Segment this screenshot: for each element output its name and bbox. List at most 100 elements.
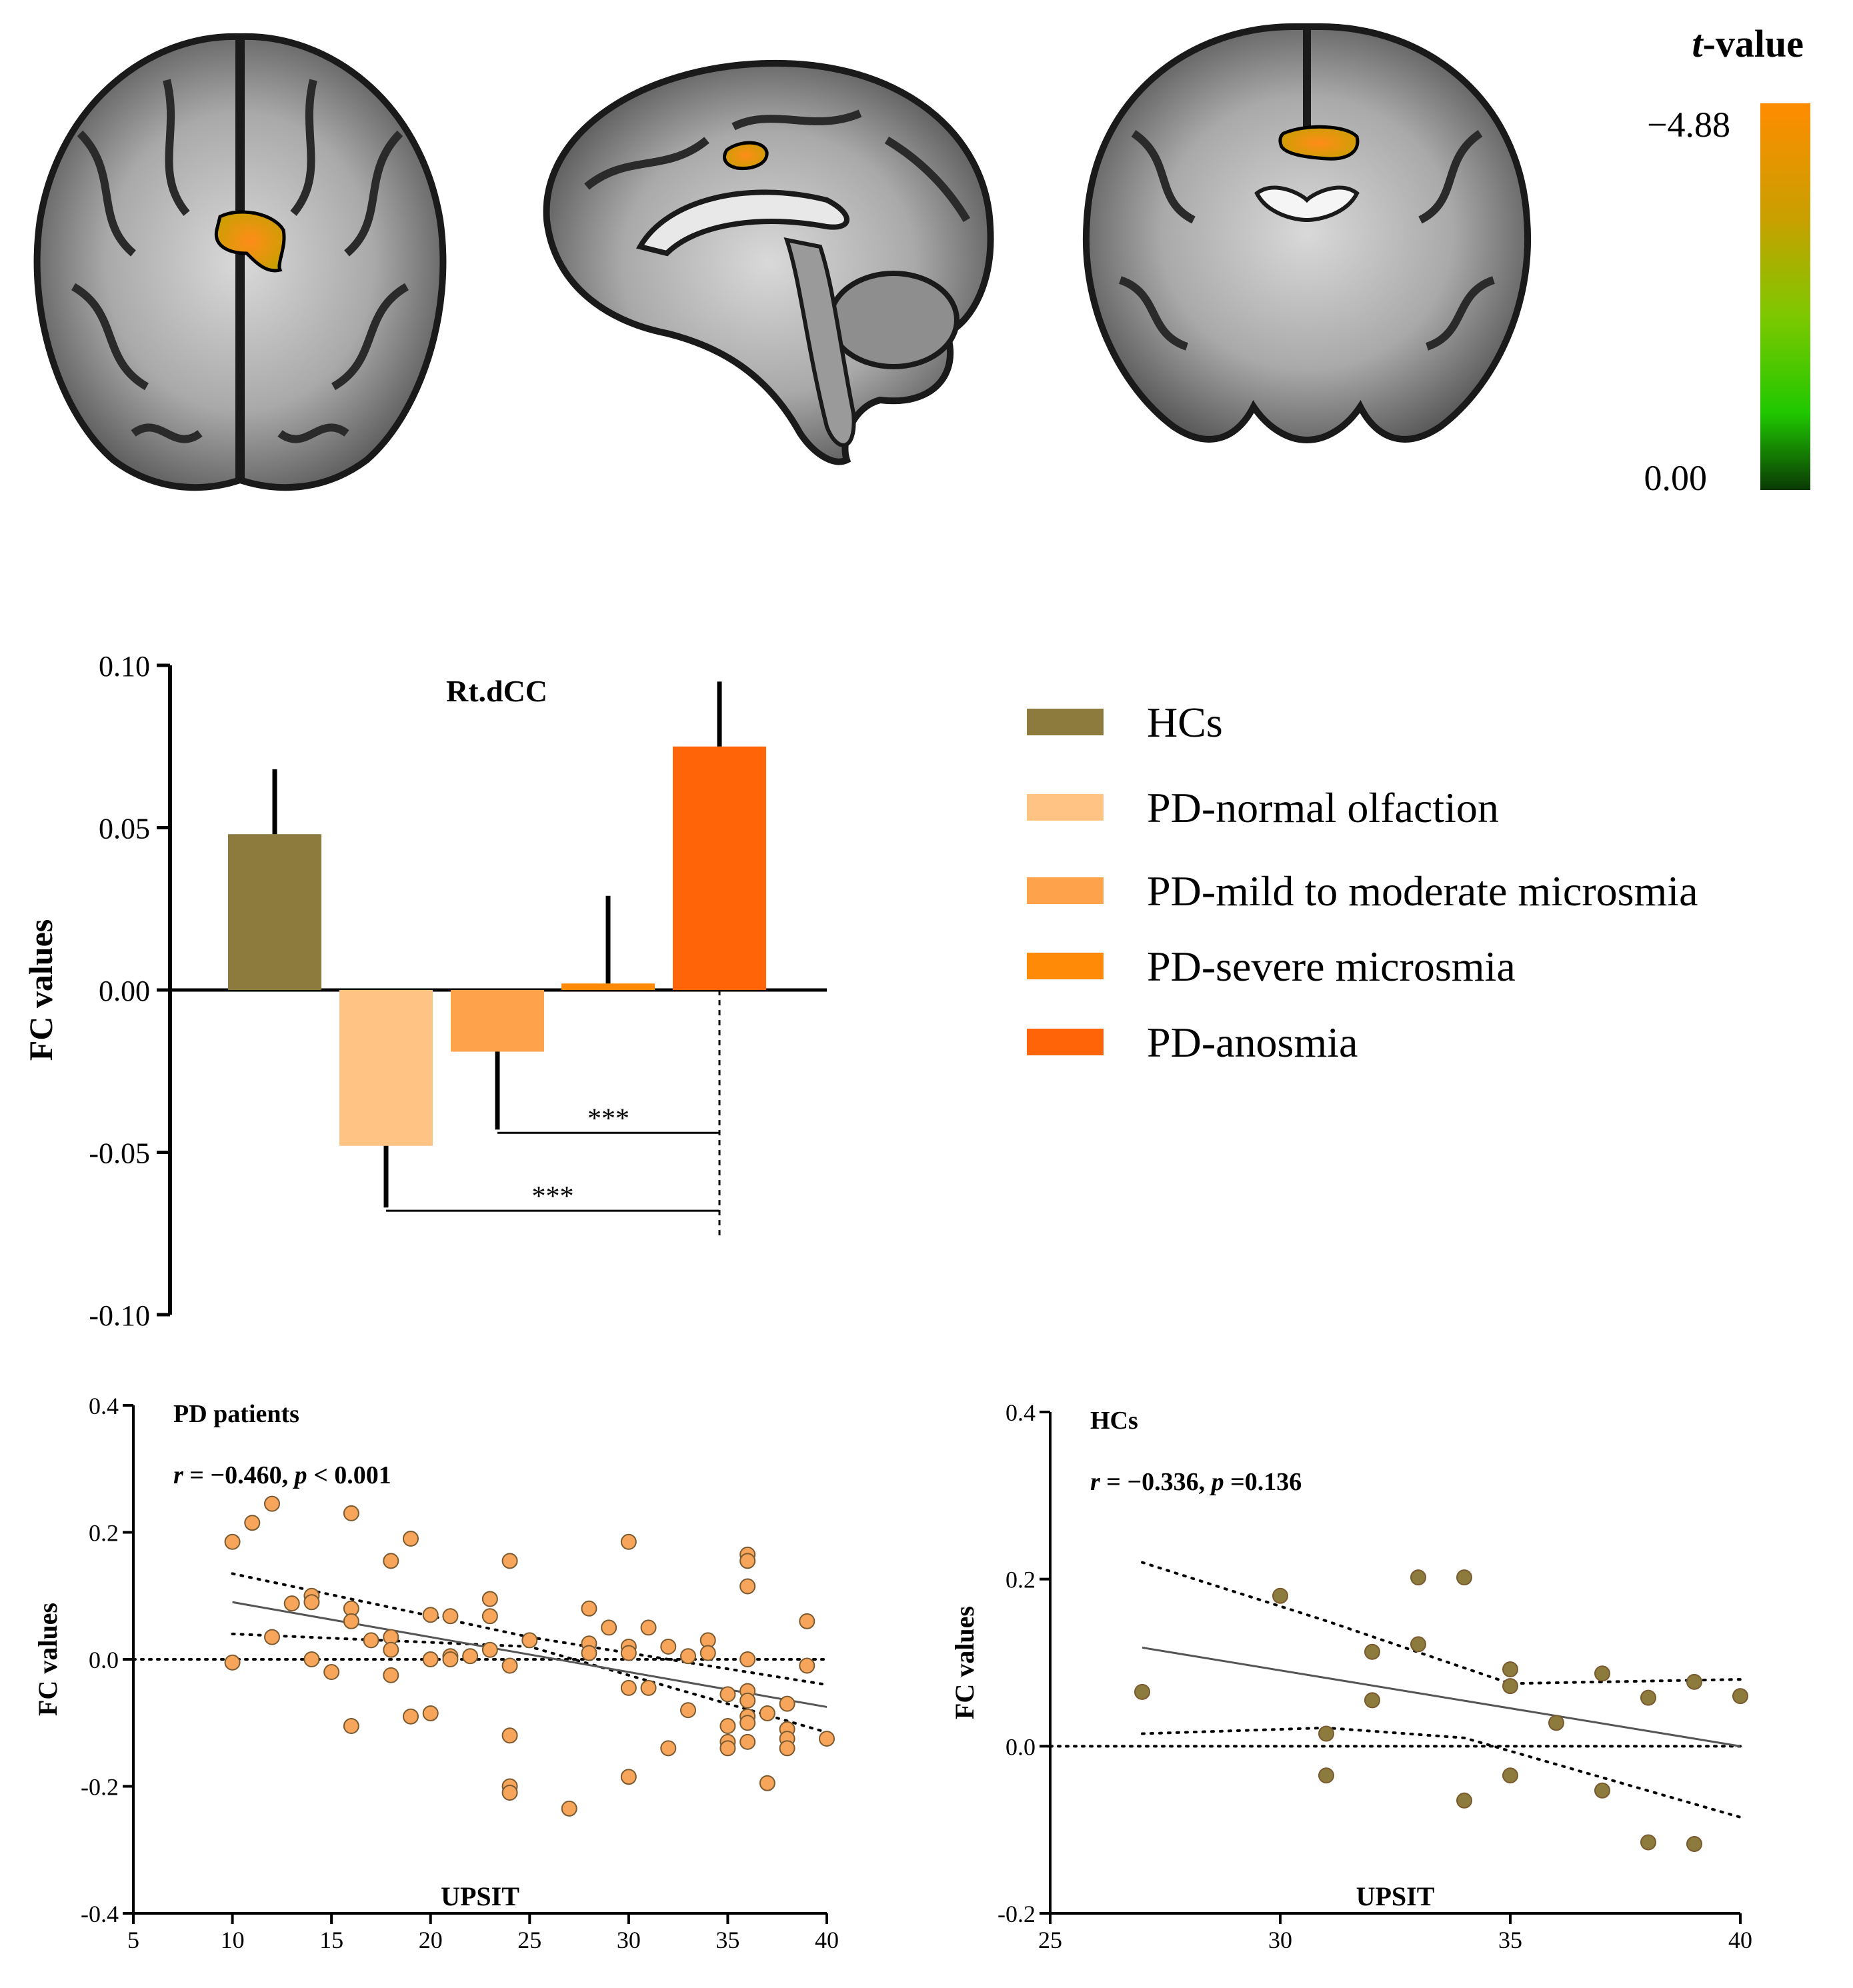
pd-data-point — [383, 1667, 399, 1683]
hc-data-point — [1318, 1767, 1334, 1784]
pd-data-point — [521, 1632, 538, 1649]
hc-data-point — [1456, 1792, 1472, 1809]
pd-data-point — [283, 1595, 300, 1612]
colorbar-gradient — [1760, 103, 1810, 490]
pd-x-tick-label: 30 — [617, 1927, 641, 1953]
hc-fit-line — [1142, 1646, 1741, 1747]
pd-stat-r: r — [173, 1461, 184, 1489]
scatter-hcs: 0.4 0.2 0.0 -0.225 30 35 40 UPSIT FC values HCs r … — [950, 1399, 1752, 1953]
hc-data-point — [1272, 1587, 1288, 1604]
pd-data-point — [264, 1495, 280, 1512]
hc-stat-p: p — [1210, 1468, 1224, 1496]
hc-data-point — [1502, 1767, 1518, 1784]
pd-data-point — [719, 1740, 736, 1757]
pd-data-point — [383, 1553, 399, 1569]
hc-data-point — [1410, 1569, 1426, 1586]
pd-data-point — [680, 1648, 696, 1665]
legend-label-3: PD-mild to moderate microsmia — [1147, 867, 1698, 915]
pd-x-tick-label: 10 — [221, 1927, 245, 1953]
pd-stat-p: p — [293, 1461, 307, 1489]
pd-data-point — [501, 1657, 518, 1674]
pd-data-point — [501, 1553, 518, 1569]
coronal-cluster — [1278, 125, 1360, 161]
pd-stat-p-value: < 0.001 — [307, 1461, 391, 1489]
pd-data-point — [739, 1553, 756, 1569]
colorbar-max-label: −4.88 — [1647, 105, 1730, 145]
colorbar-min-label: 0.00 — [1644, 458, 1708, 498]
pd-x-tick-label: 5 — [127, 1927, 139, 1953]
pd-data-point — [224, 1654, 241, 1671]
pd-data-point — [620, 1679, 637, 1696]
pd-data-point — [303, 1594, 320, 1611]
pd-ci-lower — [231, 1632, 828, 1734]
hc-data-point — [1640, 1834, 1656, 1851]
pd-data-point — [719, 1718, 736, 1735]
hc-y-tick-label: 0.0 — [1006, 1733, 1036, 1760]
hc-data-point — [1548, 1715, 1564, 1731]
hc-data-point — [1640, 1689, 1656, 1706]
hc-x-tick-label: 35 — [1498, 1927, 1522, 1953]
pd-data-point — [759, 1775, 775, 1791]
significance-label: *** — [587, 1103, 629, 1134]
hc-stats: r = −0.336, p =0.136 — [1090, 1468, 1302, 1496]
pd-data-point — [581, 1645, 597, 1661]
pd-data-point — [403, 1708, 419, 1725]
pd-data-point — [343, 1505, 359, 1521]
hc-x-tick-label: 25 — [1038, 1927, 1062, 1953]
pd-data-point — [779, 1695, 795, 1712]
bar-title: Rt.dCC — [446, 674, 547, 708]
legend-label-4: PD-severe microsmia — [1147, 943, 1516, 990]
legend-swatch-4 — [1027, 953, 1104, 979]
pd-data-point — [403, 1531, 419, 1547]
colorbar: t-value −4.88 0.00 — [1644, 22, 1810, 498]
bar-3 — [451, 990, 544, 1052]
pd-data-point — [620, 1769, 637, 1785]
hc-data-point — [1594, 1782, 1610, 1799]
colorbar-title: t-value — [1692, 22, 1804, 65]
legend-swatch-1 — [1027, 709, 1104, 735]
pd-data-point — [799, 1657, 815, 1674]
pd-data-point — [442, 1651, 459, 1667]
pd-x-tick-label: 25 — [517, 1927, 541, 1953]
hc-y-tick-label: 0.4 — [1006, 1399, 1036, 1426]
hc-y-tick-label: -0.2 — [998, 1901, 1036, 1927]
legend-label-2: PD-normal olfaction — [1147, 784, 1499, 831]
pd-ci-upper — [231, 1572, 828, 1687]
legend-swatch-5 — [1027, 1029, 1104, 1055]
hc-data-point — [1502, 1661, 1518, 1678]
axial-slice — [33, 33, 447, 491]
bar-y-tick-label: 0.00 — [99, 975, 150, 1007]
coronal-slice — [1083, 23, 1531, 444]
pd-data-point — [383, 1641, 399, 1658]
hc-x-tick-label: 30 — [1268, 1927, 1292, 1953]
hc-data-point — [1364, 1692, 1380, 1709]
bar-y-tick-label: 0.05 — [99, 813, 150, 845]
hc-data-point — [1594, 1665, 1610, 1682]
pd-y-tick-label: 0.2 — [89, 1520, 119, 1547]
hc-data-point — [1502, 1678, 1518, 1695]
hc-y-axis-label: FC values — [950, 1606, 980, 1719]
hc-title: HCs — [1090, 1407, 1138, 1435]
pd-data-point — [739, 1692, 756, 1709]
hc-ci-upper — [1141, 1561, 1742, 1685]
pd-data-point — [739, 1651, 756, 1667]
bar-y-axis-label: FC values — [22, 919, 59, 1061]
pd-data-point — [244, 1515, 261, 1531]
pd-data-point — [640, 1619, 657, 1636]
pd-data-point — [343, 1718, 359, 1735]
scatter-pd-patients: 0.4 0.2 0.0 -0.2 -0.4 5 10 15 20 25 30 35 40 UPSIT FC … — [33, 1393, 839, 1953]
pd-data-point — [264, 1629, 280, 1645]
hc-stat-p-value: =0.136 — [1224, 1468, 1302, 1496]
hc-stat-r: r — [1090, 1468, 1101, 1496]
pd-stat-r-value: = −0.460, — [183, 1461, 295, 1489]
pd-data-point — [719, 1686, 736, 1703]
pd-data-point — [481, 1608, 498, 1625]
pd-y-tick-label: -0.2 — [81, 1774, 119, 1801]
pd-data-point — [303, 1651, 320, 1667]
significance-label: *** — [532, 1181, 574, 1212]
pd-data-point — [422, 1607, 439, 1623]
pd-data-point — [680, 1702, 696, 1719]
hc-data-point — [1686, 1673, 1702, 1690]
legend-swatch-3 — [1027, 877, 1104, 904]
bar-y-tick-label: -0.10 — [89, 1299, 150, 1332]
